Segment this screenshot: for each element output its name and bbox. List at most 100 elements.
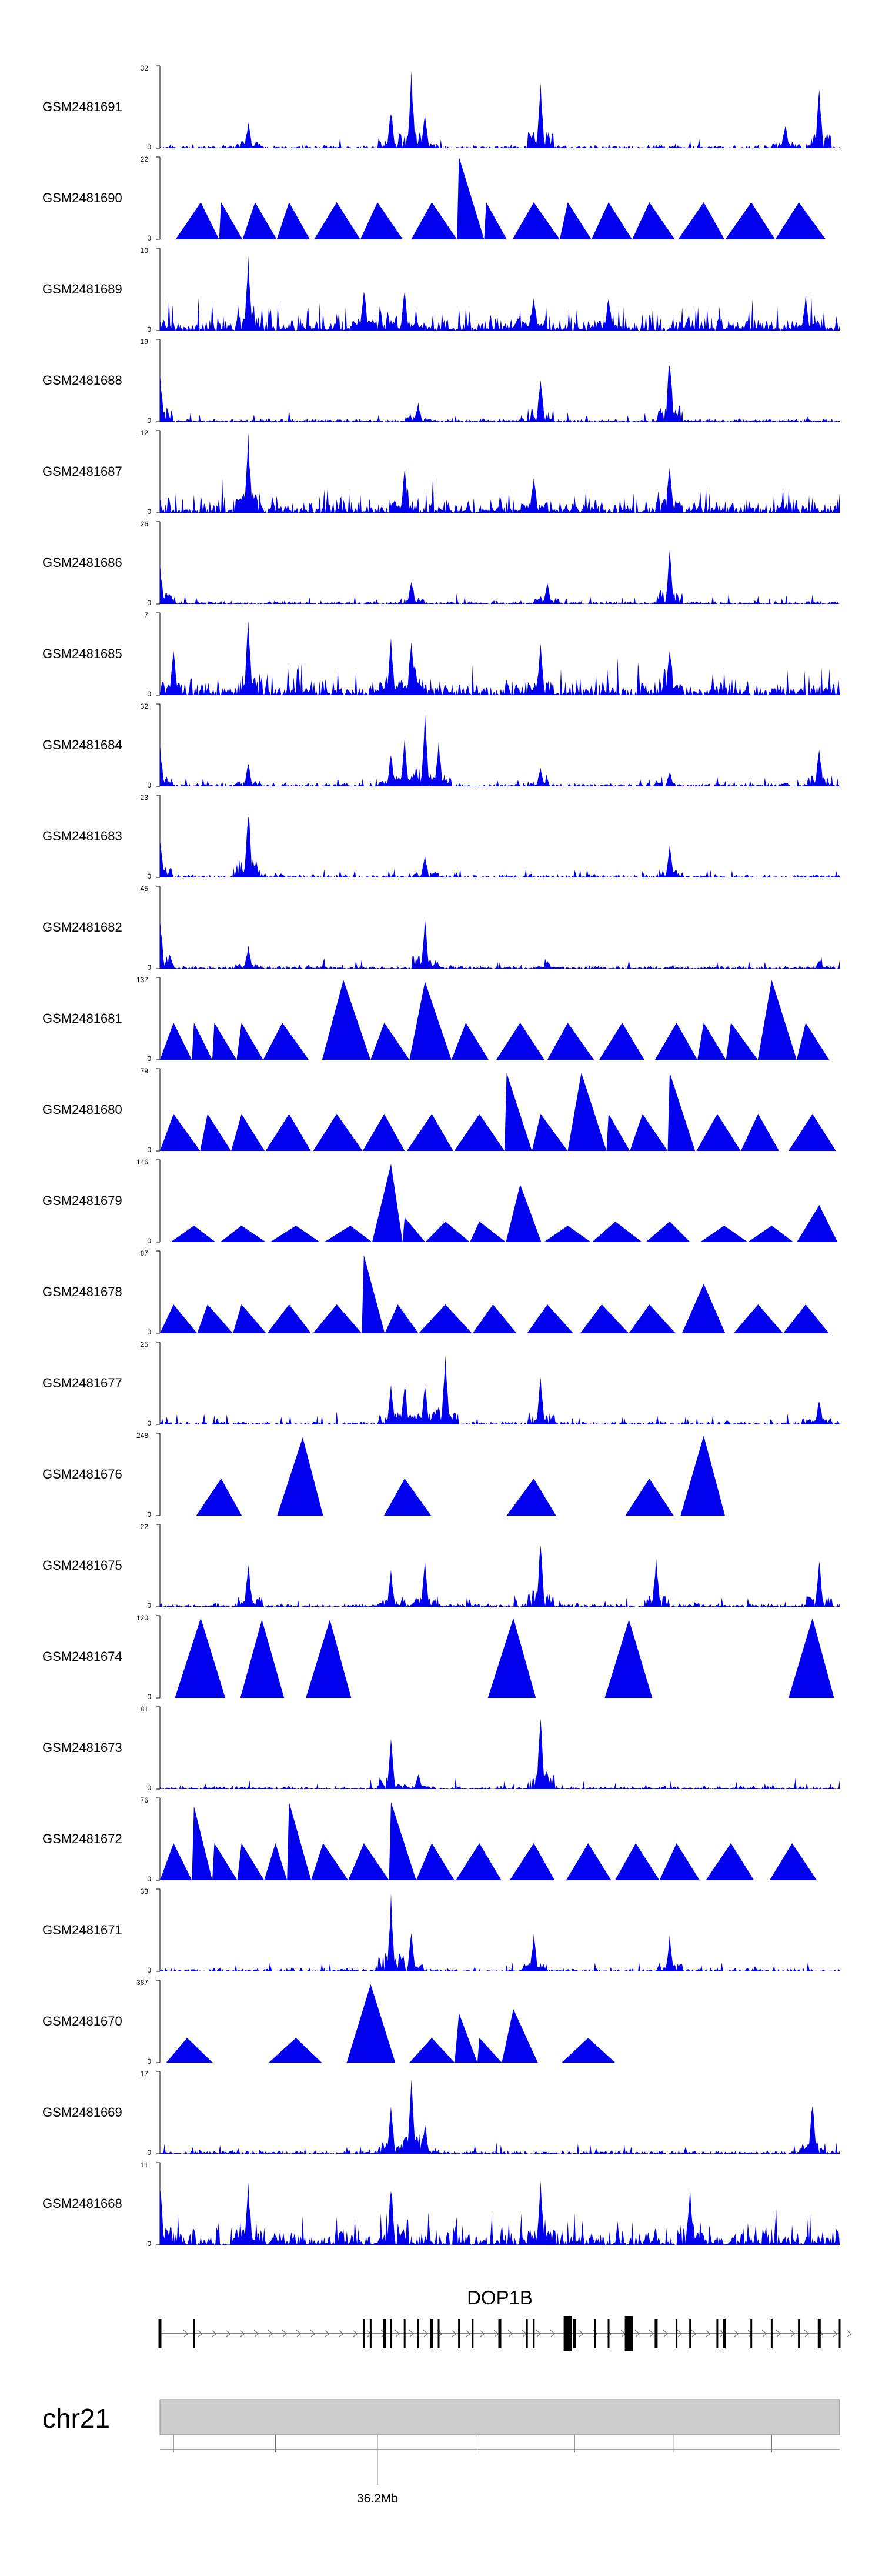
track-ymax: 12 <box>141 429 149 437</box>
track-ymax: 33 <box>141 1887 149 1896</box>
track-GSM2481691: GSM2481691 32 0 <box>42 64 840 151</box>
track-ymax: 10 <box>141 246 149 255</box>
strand-arrow <box>846 2330 852 2338</box>
track-ymax: 19 <box>141 338 149 346</box>
strand-arrow <box>239 2330 245 2338</box>
track-name: GSM2481688 <box>42 373 122 388</box>
track-name: GSM2481691 <box>42 99 122 114</box>
track-ymax: 22 <box>141 155 149 163</box>
track-GSM2481668: GSM2481668 11 0 <box>42 2161 840 2248</box>
track-GSM2481669: GSM2481669 17 0 <box>42 2070 840 2157</box>
exon <box>458 2319 460 2348</box>
track-GSM2481670: GSM2481670 387 0 <box>42 1978 840 2066</box>
track-name: GSM2481669 <box>42 2105 122 2120</box>
coverage-area <box>160 980 840 1060</box>
exon <box>607 2319 610 2348</box>
strand-arrow <box>211 2330 217 2338</box>
track-ymax: 17 <box>141 2070 149 2078</box>
strand-arrow <box>338 2330 344 2338</box>
strand-arrow <box>479 2330 485 2338</box>
chromosome-ideogram: chr21 36.2Mb <box>42 2399 840 2505</box>
exon <box>403 2319 406 2348</box>
strand-arrow <box>296 2330 302 2338</box>
axis-tick-label: 36.2Mb <box>357 2492 398 2505</box>
track-ymin: 0 <box>147 234 151 242</box>
track-ymin: 0 <box>147 508 151 516</box>
exon <box>383 2319 386 2348</box>
exon <box>472 2319 474 2348</box>
coverage-area <box>160 256 840 331</box>
track-name: GSM2481682 <box>42 920 122 935</box>
track-ymin: 0 <box>147 1875 151 1883</box>
track-ymax: 79 <box>141 1067 149 1075</box>
gene-label: DOP1B <box>467 2287 533 2308</box>
track-GSM2481687: GSM2481687 12 0 <box>42 429 840 516</box>
strand-arrow <box>578 2330 584 2338</box>
strand-arrow <box>761 2330 767 2338</box>
track-name: GSM2481683 <box>42 829 122 843</box>
track-ymin: 0 <box>147 1237 151 1245</box>
track-ymin: 0 <box>147 781 151 789</box>
track-ymin: 0 <box>147 1419 151 1427</box>
track-name: GSM2481672 <box>42 1831 122 1846</box>
track-name: GSM2481673 <box>42 1740 122 1755</box>
coverage-area <box>160 1073 840 1151</box>
strand-arrow <box>663 2330 669 2338</box>
track-GSM2481675: GSM2481675 22 0 <box>42 1523 840 1610</box>
track-GSM2481686: GSM2481686 26 0 <box>42 520 840 607</box>
coverage-area <box>160 432 840 513</box>
track-ymax: 25 <box>141 1340 149 1349</box>
coverage-area <box>160 919 840 969</box>
track-ymax: 76 <box>141 1796 149 1804</box>
track-GSM2481681: GSM2481681 137 0 <box>42 976 840 1063</box>
strand-arrow <box>776 2330 781 2338</box>
coverage-area <box>160 816 840 877</box>
track-ymin: 0 <box>147 1693 151 1701</box>
track-ymin: 0 <box>147 1510 151 1519</box>
chromosome-label: chr21 <box>42 2403 110 2434</box>
strand-arrow <box>465 2330 471 2338</box>
exon <box>430 2319 433 2348</box>
track-GSM2481671: GSM2481671 33 0 <box>42 1887 840 1974</box>
track-GSM2481672: GSM2481672 76 0 <box>42 1796 840 1883</box>
exon <box>369 2319 372 2348</box>
exon <box>526 2319 528 2348</box>
track-ymax: 120 <box>136 1614 148 1622</box>
track-ymin: 0 <box>147 1328 151 1336</box>
track-name: GSM2481681 <box>42 1011 122 1026</box>
track-name: GSM2481668 <box>42 2196 122 2211</box>
track-ymin: 0 <box>147 599 151 607</box>
strand-arrow <box>395 2330 400 2338</box>
track-ymin: 0 <box>147 2057 151 2066</box>
strand-arrow <box>352 2330 358 2338</box>
track-ymax: 22 <box>141 1523 149 1531</box>
exon <box>533 2319 535 2348</box>
strand-arrow <box>197 2330 203 2338</box>
exon <box>716 2319 719 2348</box>
track-name: GSM2481676 <box>42 1467 122 1481</box>
track-GSM2481688: GSM2481688 19 0 <box>42 338 840 425</box>
coverage-area <box>160 1719 840 1789</box>
coverage-area <box>160 1255 840 1333</box>
exon <box>770 2319 773 2348</box>
track-name: GSM2481690 <box>42 191 122 205</box>
track-ymin: 0 <box>147 325 151 333</box>
track-GSM2481683: GSM2481683 23 0 <box>42 793 840 880</box>
track-name: GSM2481685 <box>42 646 122 661</box>
strand-arrow <box>747 2330 753 2338</box>
track-name: GSM2481675 <box>42 1558 122 1573</box>
strand-arrow <box>804 2330 810 2338</box>
track-GSM2481689: GSM2481689 10 0 <box>42 246 840 333</box>
track-ymin: 0 <box>147 872 151 880</box>
coverage-area <box>160 1984 840 2063</box>
track-ymax: 45 <box>141 885 149 893</box>
exon <box>624 2316 633 2351</box>
exon <box>417 2319 419 2348</box>
strand-arrow <box>677 2330 683 2338</box>
strand-arrow <box>310 2330 316 2338</box>
exon <box>676 2319 678 2348</box>
coverage-area <box>160 1436 840 1516</box>
track-name: GSM2481687 <box>42 464 122 479</box>
strand-arrow <box>183 2330 189 2338</box>
